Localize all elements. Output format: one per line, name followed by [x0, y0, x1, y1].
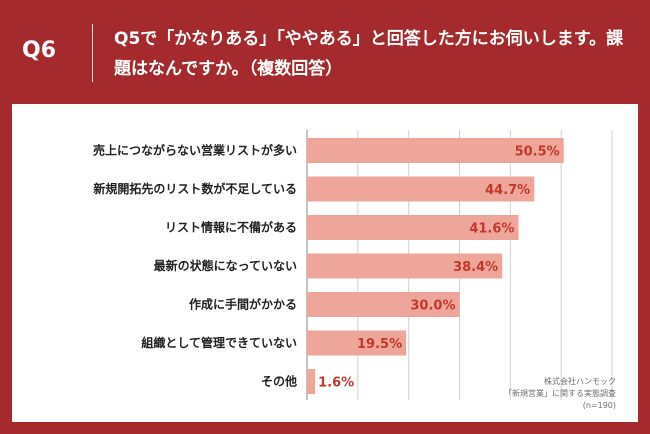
header-divider	[92, 24, 93, 82]
bar	[307, 176, 535, 202]
chart-panel: 売上につながらない営業リストが多い 50.5% 新規開拓先のリスト数が不足している 4…	[12, 104, 638, 422]
value-label: 41.6%	[469, 222, 514, 237]
category-label: 売上につながらない営業リストが多い	[93, 143, 297, 158]
value-label: 30.0%	[410, 299, 455, 314]
footnote-company: 株式会社ハンモック	[544, 377, 616, 386]
bar-chart: 売上につながらない営業リストが多い 50.5% 新規開拓先のリスト数が不足している 4…	[93, 130, 613, 400]
value-label: 1.6%	[318, 376, 354, 391]
bar	[307, 253, 503, 279]
bar	[307, 369, 316, 394]
category-label: 最新の状態になっていない	[154, 258, 297, 273]
value-label: 44.7%	[485, 183, 530, 198]
value-label: 50.5%	[515, 145, 560, 160]
category-label: リスト情報に不備がある	[165, 220, 297, 235]
category-label: 組織として管理できていない	[141, 335, 297, 350]
bar	[307, 215, 519, 240]
question-number: Q6	[22, 38, 57, 63]
value-label: 38.4%	[453, 260, 498, 275]
bar	[307, 138, 564, 163]
value-label: 19.5%	[357, 337, 402, 352]
category-label: 作成に手間がかかる	[189, 297, 297, 312]
bar	[307, 330, 407, 356]
category-label: その他	[261, 374, 297, 389]
bar	[307, 292, 460, 317]
question-title: Q5で「かなりある」「ややある」と回答した方にお伺いします。課題はなんですか。（…	[114, 29, 624, 79]
footnote-survey: 「新規営業」に関する実態調査	[504, 389, 616, 398]
footnote-sample-size: (n=190)	[582, 401, 616, 410]
footnote: 株式会社ハンモック 「新規営業」に関する実態調査 (n=190)	[504, 376, 616, 412]
category-label: 新規開拓先のリスト数が不足している	[93, 181, 297, 196]
